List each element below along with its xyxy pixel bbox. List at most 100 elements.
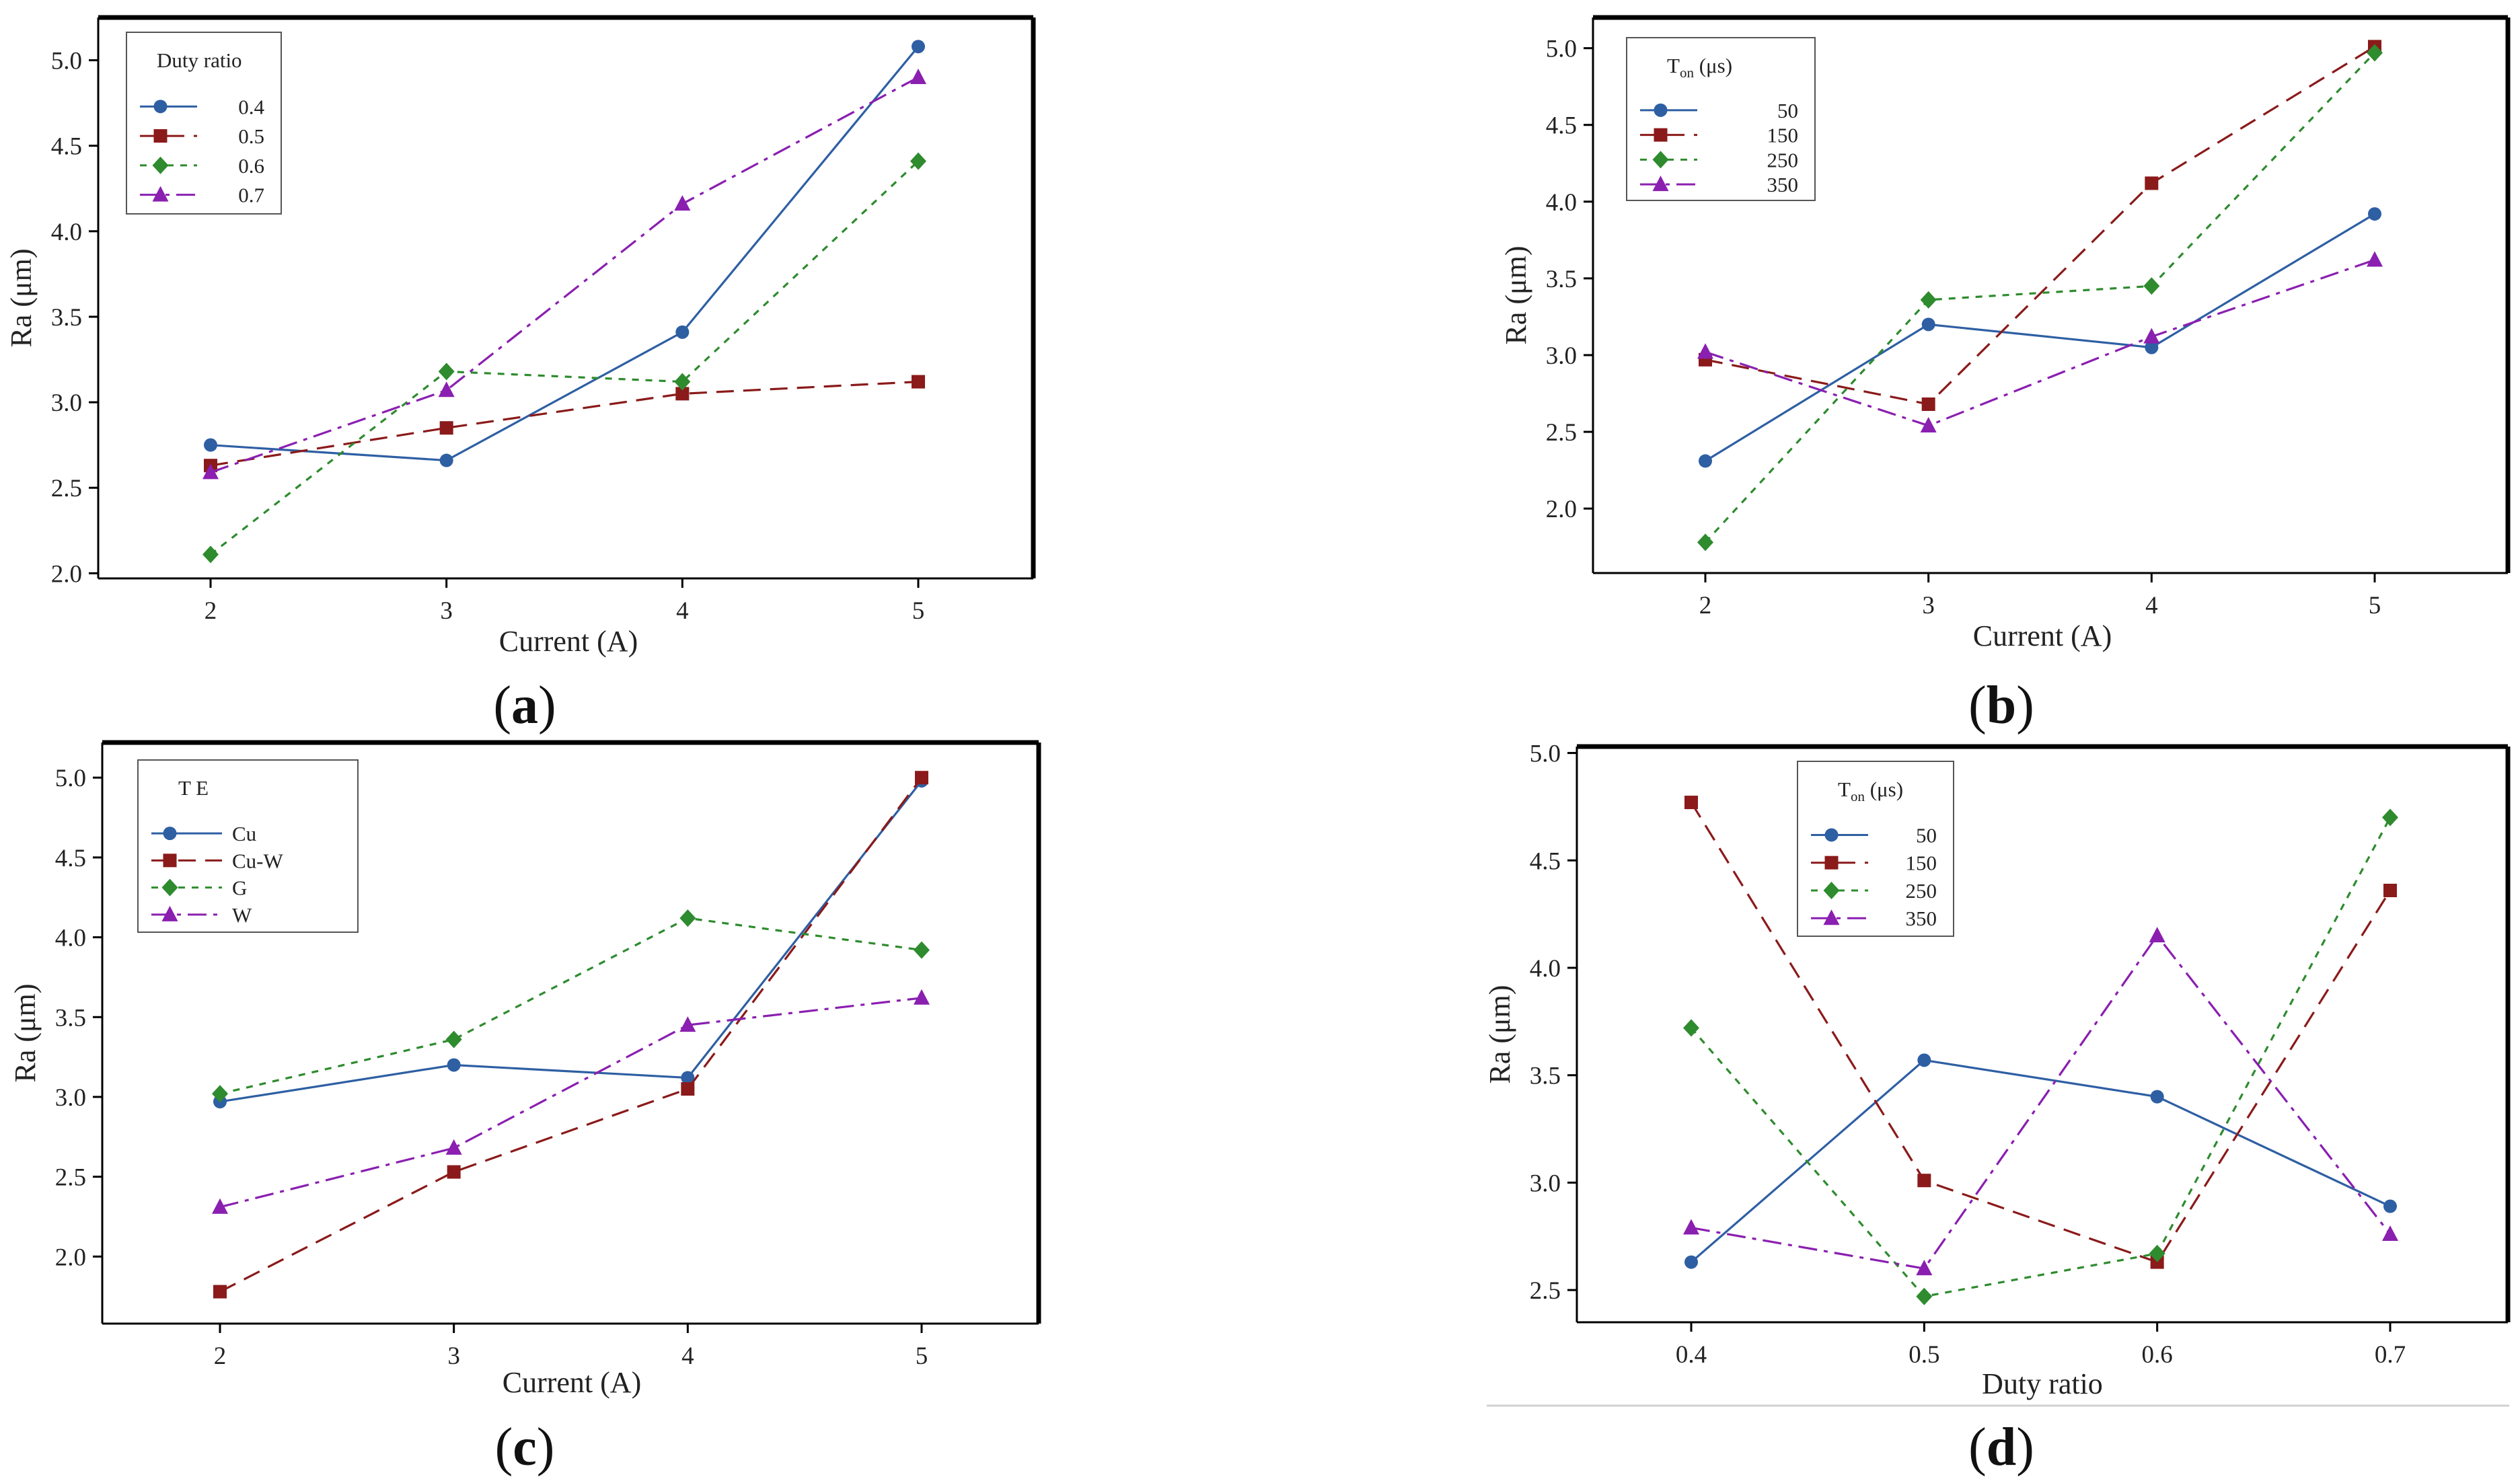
data-point [1684,1255,1698,1269]
legend-entry-label: 0.4 [238,95,264,118]
series-0.7 [202,68,926,480]
legend-marker [1652,151,1669,169]
y-tick-label: 2.0 [51,560,82,588]
data-point [2143,277,2160,295]
legend-entry-label: 250 [1767,148,1799,172]
legend-marker [153,129,168,143]
data-point [2143,328,2160,344]
x-tick-label: 2 [214,1342,227,1370]
y-tick-label: 2.0 [1546,496,1577,523]
y-axis-title: Ra (μm) [9,984,42,1083]
x-tick-label: 5 [2369,592,2381,619]
data-point [915,771,928,785]
legend-title: Ton (μs) [1838,777,1903,804]
data-point [447,1058,461,1072]
y-tick-label: 4.5 [1546,112,1577,140]
legend-entry-label: 50 [1777,99,1798,122]
data-point [447,1165,461,1179]
data-point [1921,397,1935,412]
series-line [210,46,920,462]
data-point [910,68,926,84]
data-point [213,1285,227,1299]
data-point [202,545,219,564]
y-tick-label: 4.5 [51,133,82,161]
data-point [1917,1174,1931,1188]
y-tick-label: 2.5 [51,475,82,502]
legend-marker [152,156,169,174]
x-tick-label: 5 [912,597,925,625]
x-tick-label: 5 [916,1342,928,1370]
legend-entry-label: Cu [232,822,256,845]
legend-marker [1823,881,1840,899]
panel-label: (d) [1968,1418,2034,1477]
series-250 [1683,808,2398,1305]
data-point [674,195,691,211]
y-axis-title: Ra (μm) [1499,246,1532,345]
series-350 [1683,927,2398,1276]
legend-entry-label: 0.7 [238,184,264,207]
legend-marker [1824,828,1839,842]
y-tick-label: 3.0 [55,1084,86,1112]
y-tick-label: 5.0 [1546,36,1577,63]
x-tick-label: 4 [676,597,689,625]
data-point [439,421,453,435]
data-point [2367,251,2383,267]
y-tick-label: 2.5 [1546,419,1577,447]
legend-title: Duty ratio [157,48,242,72]
data-point [438,363,455,381]
data-point [1697,343,1713,359]
legend-entry-label: 350 [1906,907,1937,930]
series-line [219,997,922,1209]
legend-marker [161,878,178,897]
data-point [204,438,217,452]
legend-box [137,759,359,933]
y-tick-label: 4.5 [1530,847,1561,875]
data-point [2145,340,2159,354]
data-point [445,1139,462,1155]
legend-entry-label: 250 [1906,879,1937,903]
y-tick-label: 5.0 [1530,740,1561,768]
legend-entry-label: G [232,876,247,900]
series-line [1705,45,2375,406]
y-tick-label: 3.5 [55,1004,86,1032]
data-point [681,1071,695,1085]
y-tick-label: 4.0 [1546,189,1577,217]
series-W [212,989,930,1214]
data-point [212,1085,228,1103]
data-point [445,1030,462,1049]
legend-marker [1652,176,1669,192]
legend-entry-label: 350 [1767,173,1799,196]
data-point [1683,1019,1699,1037]
series-line [1690,802,2392,1264]
data-point [1916,1260,1933,1276]
data-point [212,1198,228,1214]
y-tick-label: 4.0 [55,925,86,952]
series-line [1705,259,2375,427]
series-G [212,909,930,1103]
chart-panel-a: 2.0 2.5 3.0 3.5 4.0 4.5 5.0 2 3 4 5 Current (A) Ra (… [5,15,1036,735]
legend-title: Ton (μs) [1667,54,1732,81]
y-tick-label: 3.5 [1546,266,1577,293]
series-350 [1697,251,2383,432]
series-line [1691,934,2392,1270]
data-point [674,373,691,391]
y-axis-title: Ra (μm) [1483,985,1516,1084]
y-tick-label: 3.0 [1546,342,1577,370]
series-line [1704,52,2376,543]
legend-entry-label: W [232,903,252,927]
series-50 [1699,207,2381,468]
series-line [210,380,919,467]
x-tick-label: 4 [681,1342,694,1370]
legend-box [1626,37,1816,201]
legend-title: T E [178,776,209,800]
x-tick-label: 3 [1922,592,1935,619]
series-line [1705,213,2375,462]
x-axis-title: Duty ratio [1982,1367,2103,1400]
x-axis-title: Current (A) [1973,619,2112,652]
x-tick-label: 0.5 [1908,1341,1939,1369]
x-tick-label: 3 [447,1342,460,1370]
legend-box [1797,761,1954,937]
